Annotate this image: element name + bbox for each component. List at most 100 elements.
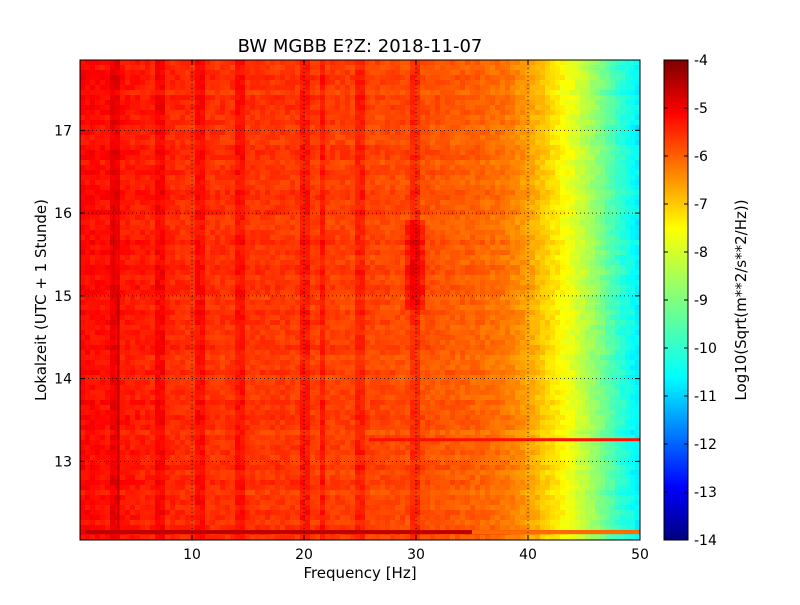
heatmap-cell xyxy=(540,135,546,141)
heatmap-cell xyxy=(505,260,511,266)
heatmap-cell xyxy=(230,165,236,171)
heatmap-cell xyxy=(265,240,271,246)
heatmap-cell xyxy=(185,90,191,96)
heatmap-cell xyxy=(600,140,606,146)
heatmap-cell xyxy=(210,160,216,166)
heatmap-cell xyxy=(175,155,181,161)
heatmap-cell xyxy=(455,120,461,126)
heatmap-cell xyxy=(265,255,271,261)
heatmap-cell xyxy=(625,175,631,181)
heatmap-cell xyxy=(295,115,301,121)
heatmap-cell xyxy=(355,135,361,141)
heatmap-cell xyxy=(490,145,496,151)
heatmap-cell xyxy=(345,70,351,76)
heatmap-cell xyxy=(130,190,136,196)
heatmap-cell xyxy=(235,265,241,271)
heatmap-cell xyxy=(260,270,266,276)
heatmap-cell xyxy=(365,190,371,196)
heatmap-cell xyxy=(290,240,296,246)
heatmap-cell xyxy=(440,155,446,161)
heatmap-cell xyxy=(290,190,296,196)
heatmap-cell xyxy=(465,165,471,171)
heatmap-cell xyxy=(160,240,166,246)
heatmap-cell xyxy=(340,130,346,136)
heatmap-cell xyxy=(185,205,191,211)
heatmap-cell xyxy=(290,265,296,271)
heatmap-cell xyxy=(175,90,181,96)
heatmap-cell xyxy=(265,60,271,66)
heatmap-cell xyxy=(135,155,141,161)
heatmap-cell xyxy=(80,95,86,101)
heatmap-cell xyxy=(570,70,576,76)
heatmap-cell xyxy=(350,100,356,106)
heatmap-cell xyxy=(150,180,156,186)
heatmap-cell xyxy=(160,280,166,286)
heatmap-cell xyxy=(275,125,281,131)
heatmap-cell xyxy=(160,60,166,66)
heatmap-cell xyxy=(535,85,541,91)
heatmap-cell xyxy=(535,75,541,81)
heatmap-cell xyxy=(220,65,226,71)
heatmap-cell xyxy=(200,205,206,211)
heatmap-cell xyxy=(485,140,491,146)
heatmap-cell xyxy=(350,115,356,121)
heatmap-cell xyxy=(610,115,616,121)
heatmap-cell xyxy=(465,110,471,116)
heatmap-cell xyxy=(595,145,601,151)
spectrogram-heatmap xyxy=(80,60,640,540)
heatmap-cell xyxy=(380,225,386,231)
heatmap-cell xyxy=(365,125,371,131)
heatmap-cell xyxy=(575,165,581,171)
heatmap-cell xyxy=(345,180,351,186)
heatmap-cell xyxy=(210,140,216,146)
heatmap-cell xyxy=(270,215,276,221)
heatmap-cell xyxy=(390,200,396,206)
heatmap-cell xyxy=(610,95,616,101)
heatmap-cell xyxy=(205,180,211,186)
heatmap-cell xyxy=(455,250,461,256)
heatmap-cell xyxy=(325,70,331,76)
heatmap-cell xyxy=(135,230,141,236)
heatmap-cell xyxy=(485,95,491,101)
heatmap-cell xyxy=(610,125,616,131)
heatmap-cell xyxy=(195,235,201,241)
heatmap-cell xyxy=(455,65,461,71)
heatmap-cell xyxy=(100,80,106,86)
heatmap-cell xyxy=(415,80,421,86)
heatmap-cell xyxy=(250,200,256,206)
heatmap-cell xyxy=(140,275,146,281)
heatmap-cell xyxy=(545,260,551,266)
heatmap-cell xyxy=(545,245,551,251)
heatmap-cell xyxy=(185,270,191,276)
heatmap-cell xyxy=(455,220,461,226)
heatmap-cell xyxy=(560,155,566,161)
heatmap-cell xyxy=(325,230,331,236)
heatmap-cell xyxy=(465,155,471,161)
heatmap-cell xyxy=(465,100,471,106)
heatmap-cell xyxy=(535,250,541,256)
heatmap-cell xyxy=(595,215,601,221)
heatmap-cell xyxy=(320,160,326,166)
heatmap-cell xyxy=(530,270,536,276)
heatmap-cell xyxy=(620,90,626,96)
heatmap-cell xyxy=(365,75,371,81)
heatmap-cell xyxy=(135,105,141,111)
heatmap-cell xyxy=(475,220,481,226)
heatmap-cell xyxy=(560,80,566,86)
heatmap-cell xyxy=(255,70,261,76)
heatmap-cell xyxy=(400,200,406,206)
heatmap-cell xyxy=(90,150,96,156)
heatmap-cell xyxy=(340,70,346,76)
heatmap-cell xyxy=(165,235,171,241)
heatmap-cell xyxy=(555,155,561,161)
heatmap-cell xyxy=(165,95,171,101)
heatmap-cell xyxy=(130,230,136,236)
heatmap-cell xyxy=(105,255,111,261)
heatmap-cell xyxy=(485,270,491,276)
heatmap-cell xyxy=(250,270,256,276)
heatmap-cell xyxy=(395,280,401,286)
heatmap-cell xyxy=(420,245,426,251)
heatmap-cell xyxy=(295,100,301,106)
heatmap-cell xyxy=(190,185,196,191)
